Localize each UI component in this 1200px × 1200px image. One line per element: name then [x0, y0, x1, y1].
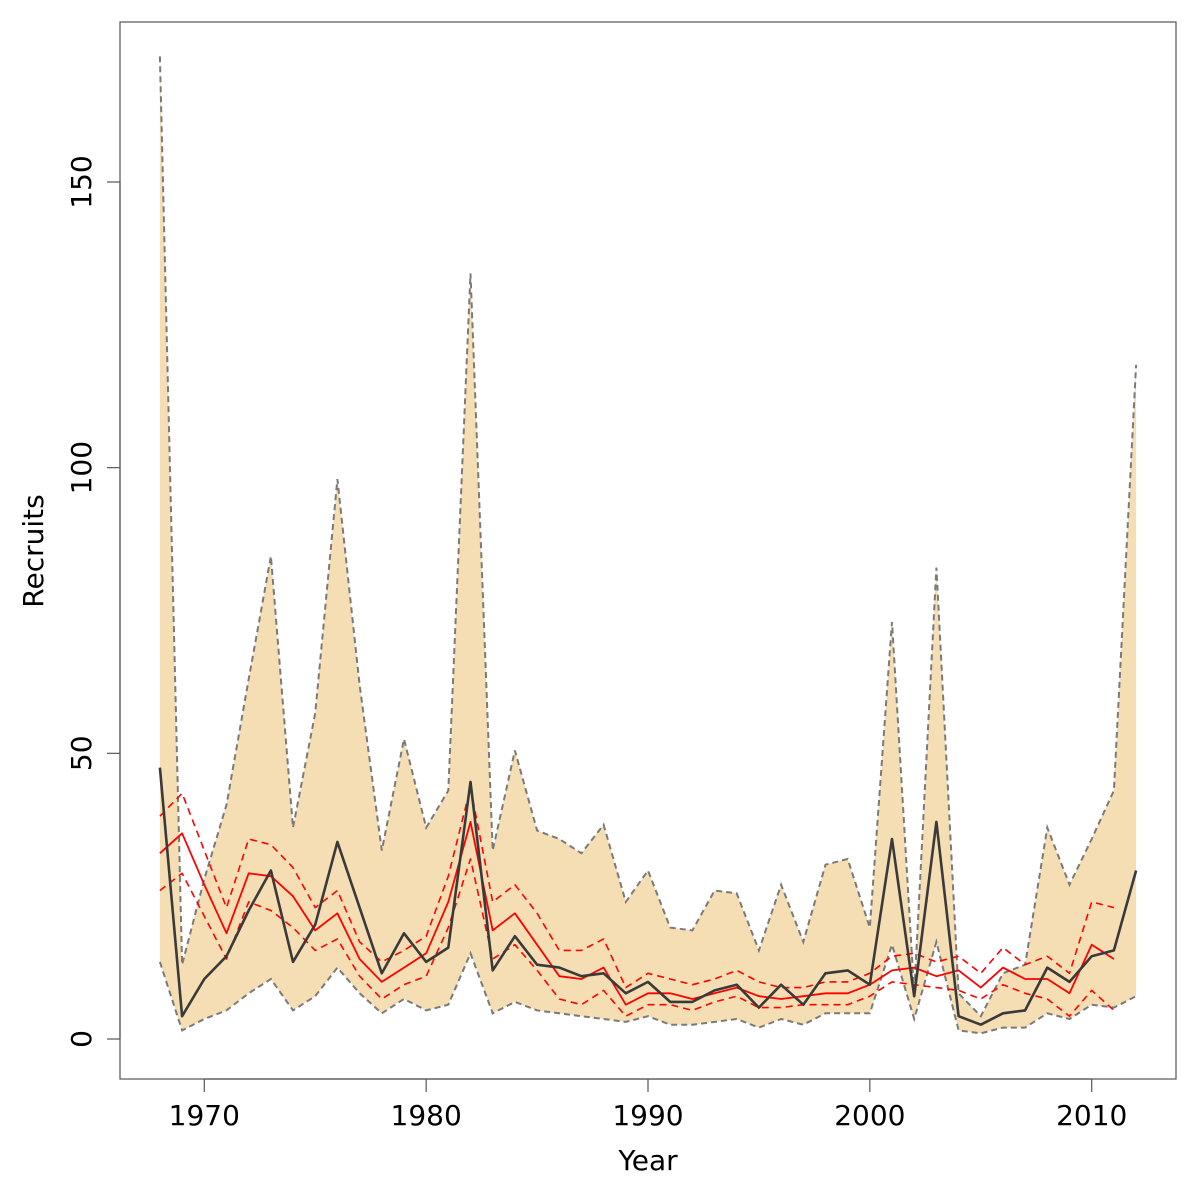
- main-series-line: [158, 767, 1138, 1026]
- y-axis-title: Recruits: [17, 494, 50, 607]
- red-mid-line: [159, 821, 1115, 1006]
- x-tick-label: 1990: [612, 1099, 683, 1132]
- y-tick-label: 0: [65, 1030, 98, 1048]
- x-tick-label: 2000: [834, 1099, 905, 1132]
- y-axis: 0 50 100 150: [65, 155, 121, 1048]
- band-upper-edge: [158, 56, 1138, 1018]
- confidence-band-group: [158, 56, 1138, 1035]
- y-tick-label: 50: [65, 735, 98, 771]
- x-axis-title: Year: [617, 1144, 678, 1177]
- x-tick-label: 1970: [169, 1099, 240, 1132]
- y-tick-label: 100: [65, 441, 98, 494]
- x-tick-label: 2010: [1056, 1099, 1127, 1132]
- band-fill: [159, 56, 1137, 1034]
- band-lower-edge: [158, 938, 1137, 1035]
- series-lines-group: [158, 767, 1138, 1026]
- x-axis: 1970 1980 1990 2000 2010: [169, 1078, 1127, 1132]
- y-tick-label: 150: [65, 155, 98, 208]
- x-tick-label: 1980: [391, 1099, 462, 1132]
- red-upper-dashed-line: [159, 786, 1115, 989]
